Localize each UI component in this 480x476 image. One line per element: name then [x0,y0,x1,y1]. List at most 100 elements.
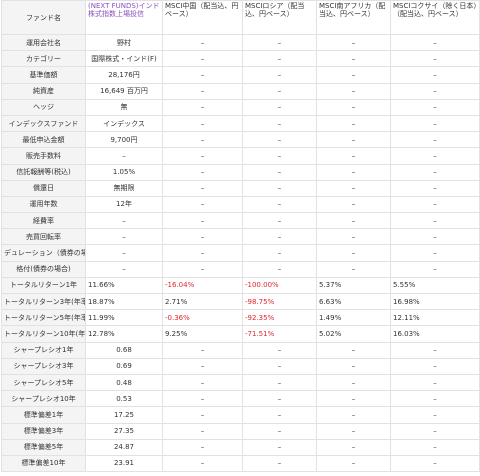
comparison-value-cell: – [162,50,243,68]
fund-value-cell: 0.68 [85,341,163,359]
comparison-value-cell: – [242,131,317,149]
fund-value-cell: – [85,147,163,165]
comparison-value-cell: – [316,131,391,149]
table-row: カテゴリー 国際株式・インド(F) – – – – [1,50,480,68]
comparison-value-cell: – [316,244,391,262]
comparison-value-cell: – [390,179,480,197]
comparison-value-cell: – [242,179,317,197]
comparison-value-cell: 12.11% [390,309,480,327]
fund-value-cell: 11.99% [85,309,163,327]
comparison-value-cell: – [162,82,243,100]
table-row: トータルリターン1年 11.66% -16.04% -100.00% 5.37% 5.55… [1,276,480,295]
comparison-value-cell: – [390,114,480,133]
table-body: 運用会社名 野村 – – – – カテゴリー 国際株式・インド(F) – – – – 基準価額 28,17… [1,33,480,473]
comparison-value-cell: – [162,438,243,456]
table-row: シャープレシオ5年 0.48– – – – [1,373,480,392]
comparison-value-cell: – [162,212,243,230]
table-row: トータルリターン5年(年率) 11.99% -0.36% -92.35% 1.49% 12… [1,309,480,327]
fund-value-cell: インデックス [85,114,163,133]
comparison-value-cell: – [316,357,391,375]
comparison-value-cell: 5.37% [316,276,391,295]
comparison-value-cell: – [316,66,391,84]
comparison-value-cell: – [390,406,480,424]
fund-value-cell: – [85,260,163,278]
fund-value-cell: 無期限 [85,179,163,197]
comparison-value-cell: – [242,454,317,473]
comparison-value-cell: – [162,163,243,181]
table-row: シャープレシオ3年 0.69– – – – [1,357,480,375]
comparison-value-cell: -16.04% [162,276,243,295]
fund-name-msci-china: MSCI中国（配当込、円ベース） [162,0,243,35]
comparison-value-cell: – [162,33,243,52]
comparison-value-cell: – [390,373,480,392]
table-row: シャープレシオ1年 0.68– – – – [1,341,480,359]
comparison-value-cell: – [316,82,391,100]
header-row: ファンド名 (NEXT FUNDS)インド株式指数上場投信 MSCI中国（配当込… [1,0,480,35]
comparison-value-cell: – [162,179,243,197]
row-label: シャープレシオ3年 [1,357,86,375]
comparison-value-cell: – [390,212,480,230]
comparison-value-cell: 16.98% [390,292,480,311]
table-row: 信託報酬等(税込) 1.05% – – – – [1,163,480,181]
row-label: 運用会社名 [1,33,86,52]
table-row: 経費率 – – – – – [1,212,480,230]
comparison-value-cell: – [316,98,391,116]
fund-name-msci-kokusai: MSCIコクサイ（除く日本）（配当込、円ベース） [390,0,480,35]
comparison-value-cell: – [316,260,391,278]
comparison-value-cell: – [316,341,391,359]
table-row: トータルリターン10年(年率)12.78%9.25%-71.51%5.02%16… [1,325,480,343]
header-label: ファンド名 [1,0,86,35]
comparison-value-cell: – [242,422,317,440]
fund-value-cell: – [85,244,163,262]
fund-value-cell: 12.78% [85,325,163,343]
comparison-value-cell: – [316,212,391,230]
comparison-value-cell: – [162,228,243,246]
fund-value-cell: 0.53 [85,390,163,408]
comparison-value-cell: – [162,373,243,392]
table-row: トータルリターン3年(年率) 18.87% 2.71% -98.75% 6.63% 16.… [1,292,480,311]
comparison-value-cell: – [390,82,480,100]
table-row: 運用年数 12年 – – – – [1,195,480,214]
comparison-value-cell: – [390,357,480,375]
row-label: シャープレシオ5年 [1,373,86,392]
comparison-value-cell: -100.00% [242,276,317,295]
comparison-value-cell: – [242,260,317,278]
row-label: 売買回転率 [1,228,86,246]
table-row: 償還日 無期限 – – – – [1,179,480,197]
comparison-value-cell: – [242,438,317,456]
comparison-value-cell: -0.36% [162,309,243,327]
fund-value-cell: 国際株式・インド(F) [85,50,163,68]
comparison-value-cell: – [242,147,317,165]
comparison-value-cell: – [316,373,391,392]
comparison-value-cell: – [242,50,317,68]
fund-value-cell: 11.66% [85,276,163,295]
comparison-value-cell: – [390,454,480,473]
comparison-value-cell: – [390,98,480,116]
table-row: 運用会社名 野村 – – – – [1,33,480,52]
row-label: 格付(債券の場合) [1,260,86,278]
fund-name-link-next-funds-india[interactable]: (NEXT FUNDS)インド株式指数上場投信 [85,0,163,35]
comparison-value-cell: – [162,390,243,408]
row-label: トータルリターン3年(年率) [1,292,86,311]
row-label: シャープレシオ1年 [1,341,86,359]
comparison-value-cell: – [316,114,391,133]
comparison-value-cell: – [242,114,317,133]
comparison-value-cell: – [162,260,243,278]
comparison-value-cell: – [316,50,391,68]
comparison-value-cell: – [162,98,243,116]
comparison-value-cell: – [242,406,317,424]
comparison-value-cell: – [162,422,243,440]
comparison-value-cell: -71.51% [242,325,317,343]
row-label: シャープレシオ10年 [1,390,86,408]
row-label: 運用年数 [1,195,86,214]
comparison-value-cell: – [316,195,391,214]
comparison-value-cell: – [390,341,480,359]
comparison-value-cell: 1.49% [316,309,391,327]
comparison-value-cell: – [162,454,243,473]
comparison-value-cell: – [316,147,391,165]
row-label: デュレーション（債券の場合） [1,244,86,262]
fund-value-cell: 無 [85,98,163,116]
comparison-value-cell: 2.71% [162,292,243,311]
comparison-value-cell: 5.55% [390,276,480,295]
